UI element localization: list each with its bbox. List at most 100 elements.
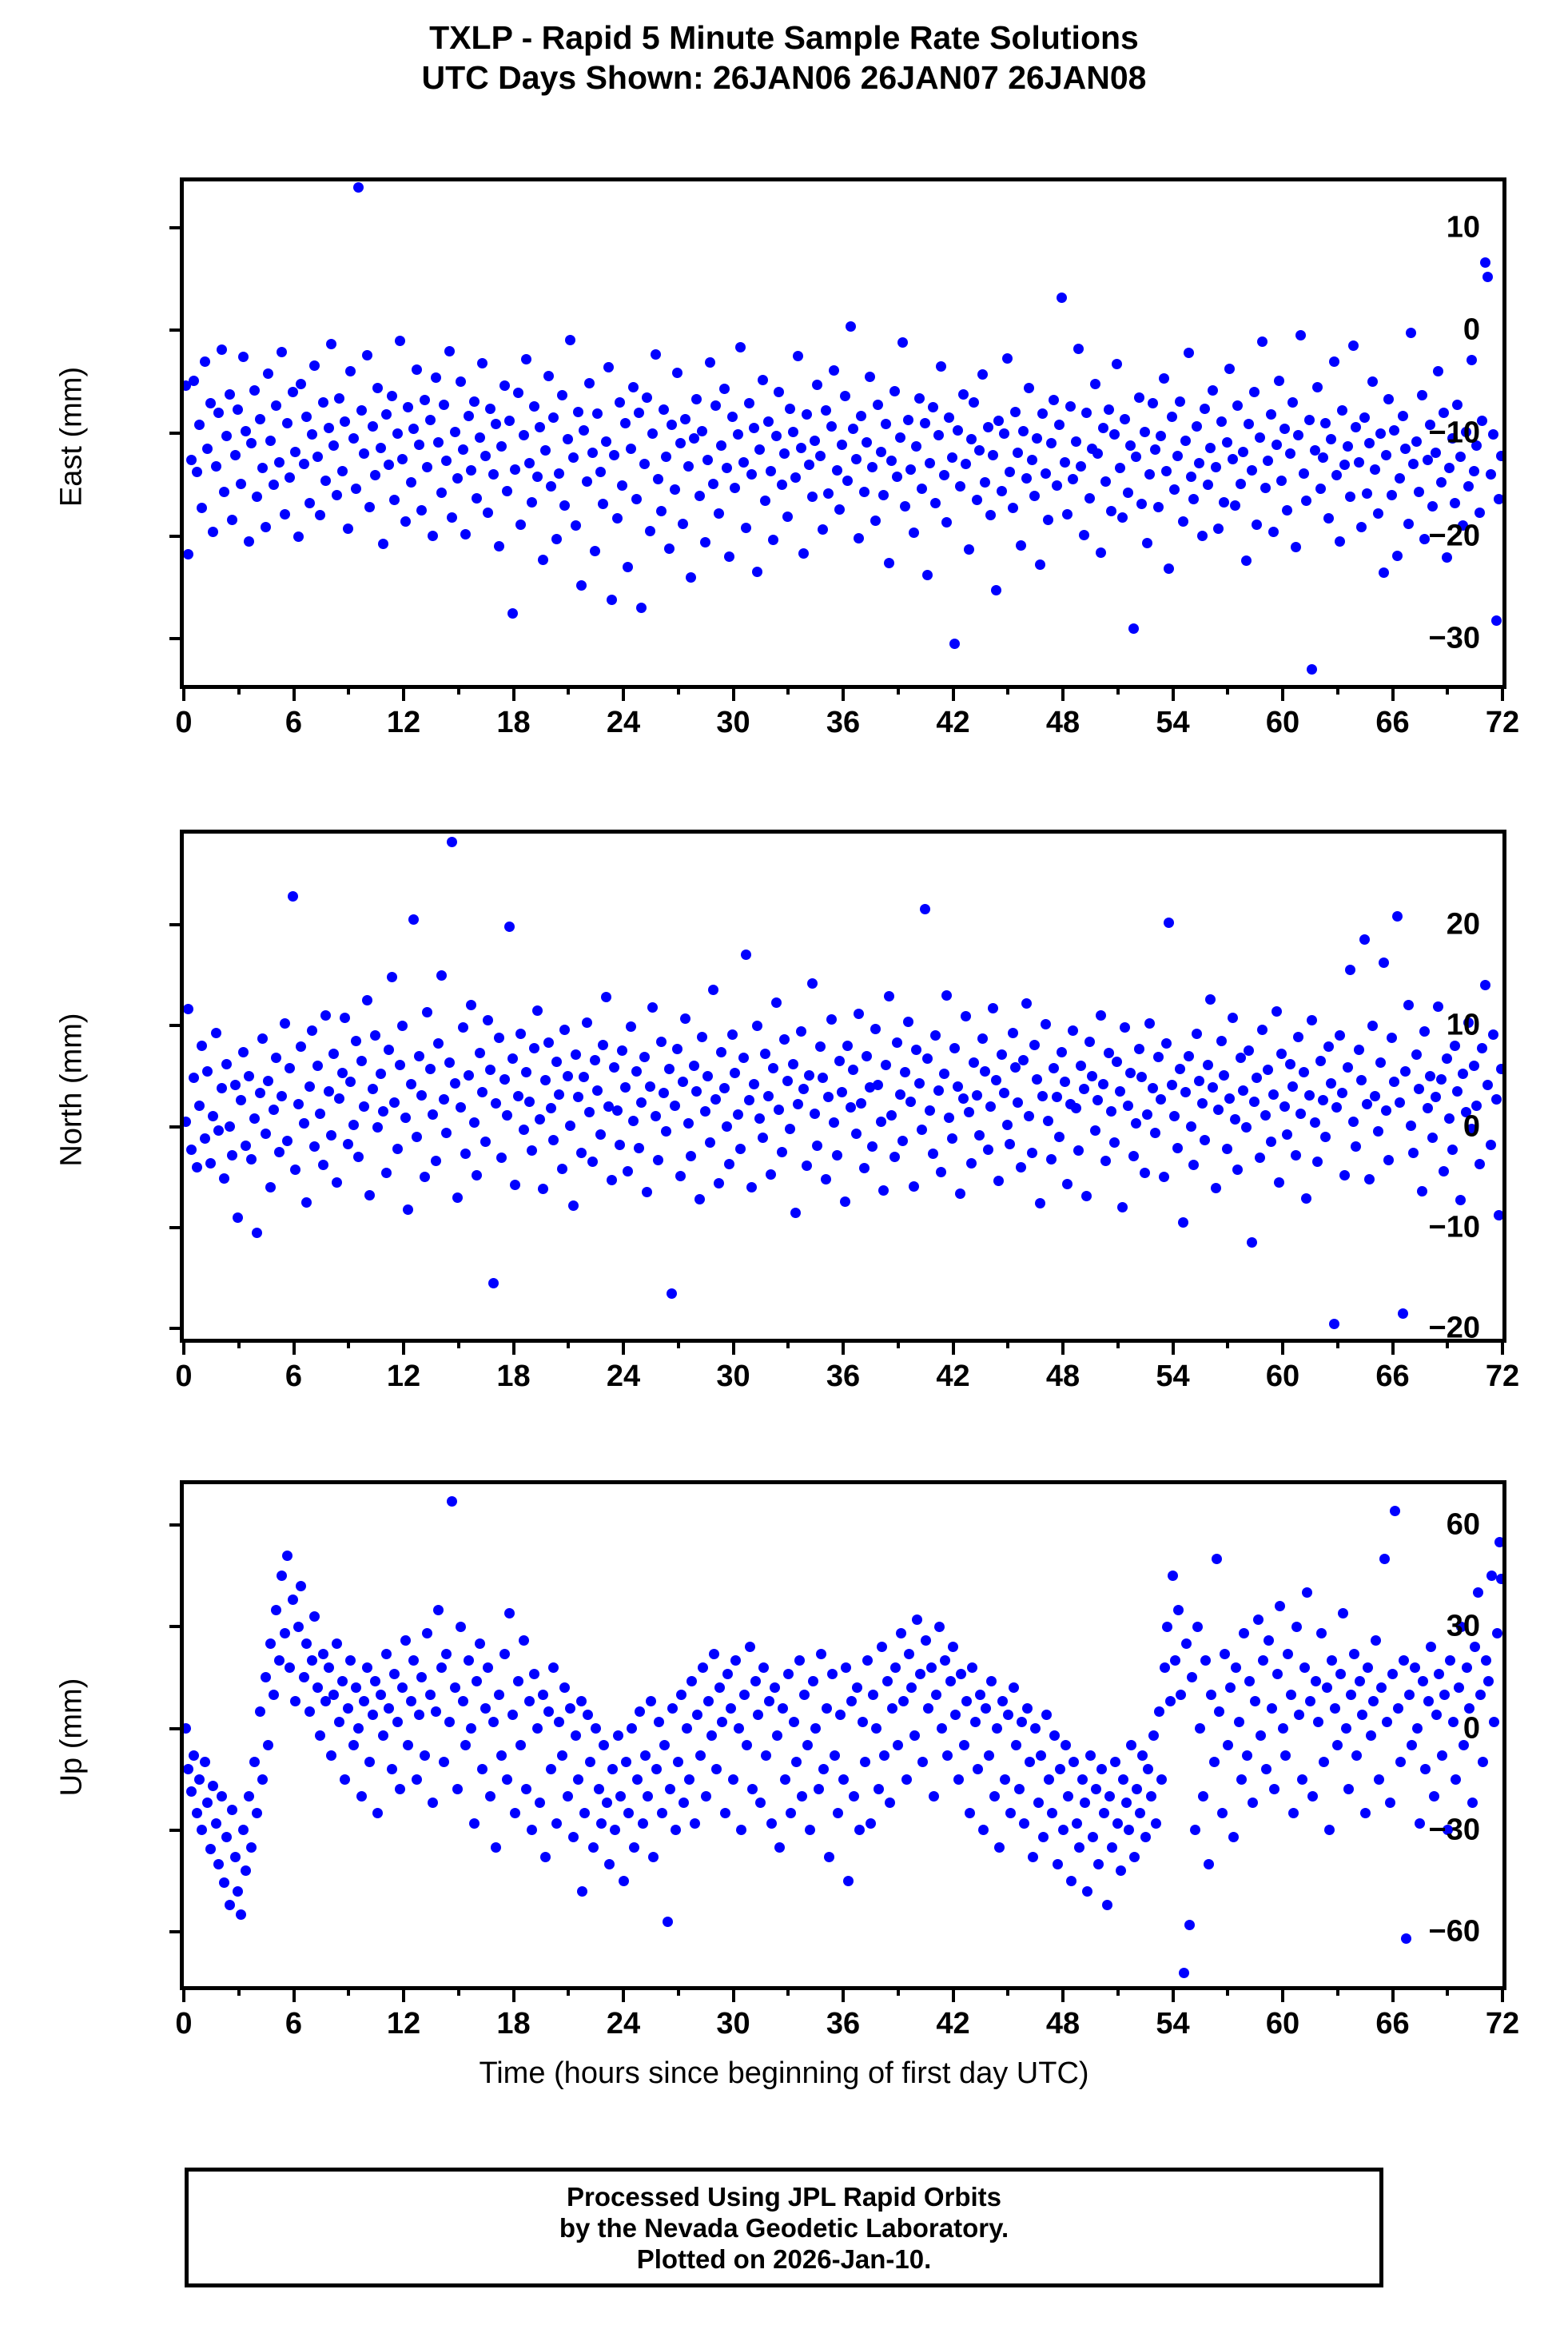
data-point [384,1702,395,1714]
data-point [603,1101,615,1112]
data-point [772,1730,782,1741]
data-point [218,486,229,497]
data-point [999,428,1010,439]
data-point [1310,1675,1321,1686]
data-point [296,1580,307,1591]
data-point [686,571,697,583]
data-point [260,521,271,532]
y-tick [169,1226,184,1229]
data-point [631,1774,643,1785]
data-point [1303,414,1315,425]
data-point [375,1689,386,1700]
data-point [1125,1068,1136,1079]
data-point [1125,440,1136,451]
data-point [1208,1081,1219,1093]
data-point [512,1091,523,1102]
data-point [1084,1750,1096,1761]
data-point [699,1106,710,1117]
data-point [265,435,277,446]
data-point [1244,1675,1256,1686]
data-point [747,1784,758,1795]
data-point [499,1073,510,1085]
y-tick [169,922,184,926]
data-point [1471,440,1482,451]
data-point [793,1099,804,1110]
data-point [400,1634,411,1646]
data-point [197,1040,208,1051]
data-point [290,1165,301,1176]
data-point [573,406,584,417]
data-point [504,1607,515,1618]
data-point [933,1085,944,1096]
data-point [971,1089,982,1101]
data-point [757,1133,768,1143]
x-tick-label: 12 [386,706,421,739]
data-point [640,1750,651,1761]
data-point [846,1696,857,1707]
data-point [744,1642,755,1653]
data-point [356,1055,367,1066]
data-point [1096,1763,1107,1774]
data-point [485,1790,496,1802]
data-point [279,1628,290,1639]
data-point [403,1204,414,1215]
data-point [1287,1081,1299,1092]
data-point [1417,1675,1428,1686]
data-point [1191,1028,1202,1039]
data-point [749,1079,760,1089]
data-point [839,1196,850,1207]
data-point [576,1885,587,1897]
data-point [816,1648,826,1659]
data-point [1268,1089,1279,1100]
data-point [194,1774,205,1785]
data-point [985,1101,996,1112]
data-point [1106,506,1117,517]
data-point [1172,1604,1184,1615]
data-point [684,1774,694,1785]
data-point [499,1648,510,1659]
data-point [243,1070,254,1081]
data-point [554,1089,565,1100]
data-point [1400,443,1411,454]
data-point [551,1057,562,1068]
data-point [202,443,213,454]
data-point [1032,432,1043,444]
data-point [1298,468,1309,479]
data-point [535,421,546,432]
data-point [1293,1031,1303,1042]
data-point [600,992,611,1003]
data-point [643,1790,654,1802]
data-point [336,466,348,477]
data-point [1376,1682,1387,1694]
data-point [1115,1865,1126,1877]
data-point [238,352,249,363]
data-point [463,410,474,421]
data-point [1392,1702,1403,1714]
x-tick [292,685,296,701]
data-point [1194,1076,1205,1087]
data-point [1405,1120,1416,1131]
data-point [301,411,312,422]
x-tick-label: 6 [285,2007,303,2040]
data-point [862,437,873,448]
data-point [455,1621,466,1632]
data-point [886,456,897,467]
data-point [229,1852,241,1863]
data-point [1266,1702,1277,1714]
data-point [1106,1106,1117,1117]
data-point [1411,436,1422,447]
data-point [791,1757,802,1768]
data-point [551,1817,562,1829]
y-axis-label-east: East (mm) [54,366,89,508]
data-point [271,1604,282,1615]
data-point [290,446,301,457]
data-point [293,1099,304,1110]
data-point [1053,420,1065,431]
data-point [762,416,774,428]
data-point [1455,1195,1466,1206]
data-point [612,1730,623,1741]
x-tick-minor [1226,1986,1230,1996]
data-point [1367,1020,1378,1031]
data-point [804,460,815,471]
data-point [851,1682,862,1694]
